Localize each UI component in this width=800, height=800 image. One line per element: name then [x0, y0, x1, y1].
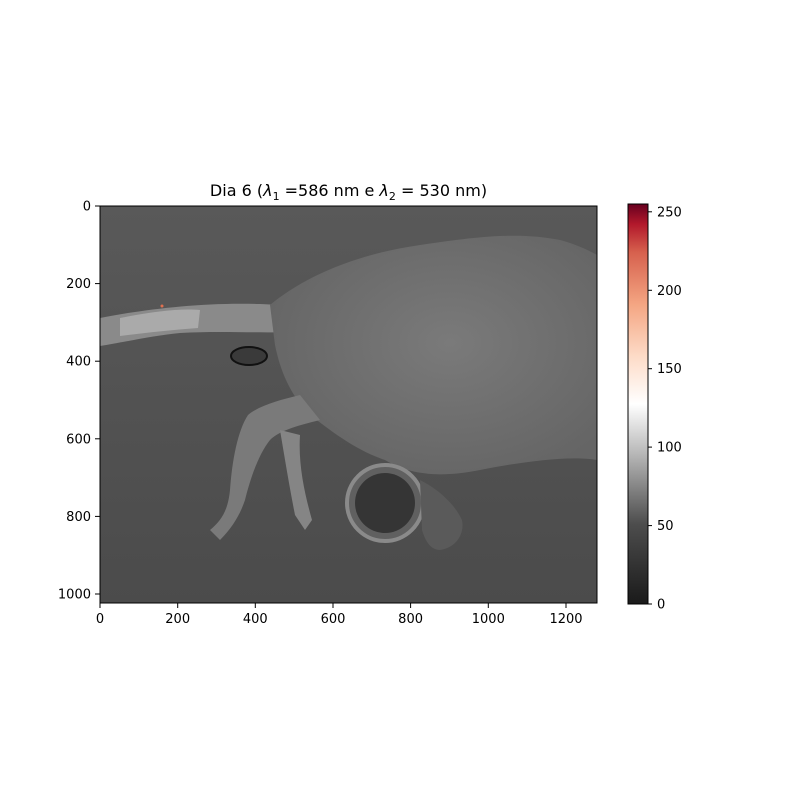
colorbar-tick-label: 200 — [657, 284, 682, 299]
mouse-hind-leg — [210, 395, 320, 540]
x-tick-label: 1000 — [472, 612, 505, 627]
mouse-eye — [230, 346, 268, 366]
colorbar-tick-label: 50 — [657, 519, 674, 534]
mouse-tail — [100, 300, 305, 346]
mouse-foot — [280, 430, 312, 530]
thermal-image — [100, 206, 597, 603]
colorbar-tick-label: 150 — [657, 362, 682, 377]
colorbar-tick-label: 250 — [657, 205, 682, 220]
title-lambda-1-text: =586 nm e — [279, 181, 380, 200]
x-tick-label: 0 — [96, 612, 104, 627]
y-tick-label: 200 — [66, 277, 91, 292]
lambda-1-symbol: λ — [263, 181, 273, 200]
colorbar-gradient — [627, 203, 649, 605]
y-axis: 0 200 400 600 800 1000 — [58, 200, 100, 603]
x-tick-label: 600 — [321, 612, 346, 627]
y-tick-label: 0 — [83, 200, 91, 215]
lambda-2-symbol: λ — [379, 181, 389, 200]
y-tick-label: 1000 — [58, 588, 91, 603]
tail-hotspot — [160, 304, 164, 308]
colorbar-tick-label: 100 — [657, 441, 682, 456]
x-tick-label: 400 — [243, 612, 268, 627]
ring-inner — [355, 473, 415, 533]
lambda-2-subscript: 2 — [388, 190, 396, 204]
title-lambda-2-text: = 530 nm) — [395, 181, 488, 200]
title-prefix: Dia 6 ( — [209, 181, 264, 200]
x-tick-label: 800 — [398, 612, 423, 627]
colorbar-tick-label: 0 — [657, 598, 665, 613]
y-tick-label: 400 — [66, 355, 91, 370]
plot-title: Dia 6 (λ1 =586 nm e λ2 = 530 nm) — [100, 181, 597, 203]
lambda-1-subscript: 1 — [272, 190, 280, 204]
y-tick-label: 800 — [66, 510, 91, 525]
x-tick-label: 1200 — [549, 612, 582, 627]
mouse-body — [270, 235, 597, 475]
x-tick-label: 200 — [165, 612, 190, 627]
tail-bright-streak — [120, 309, 200, 336]
x-axis: 0 200 400 600 800 1000 1200 — [96, 603, 583, 627]
colorbar: 0 50 100 150 200 250 — [627, 203, 682, 613]
y-tick-label: 600 — [66, 432, 91, 447]
support-plate — [420, 480, 463, 550]
image-frame — [99, 205, 598, 604]
